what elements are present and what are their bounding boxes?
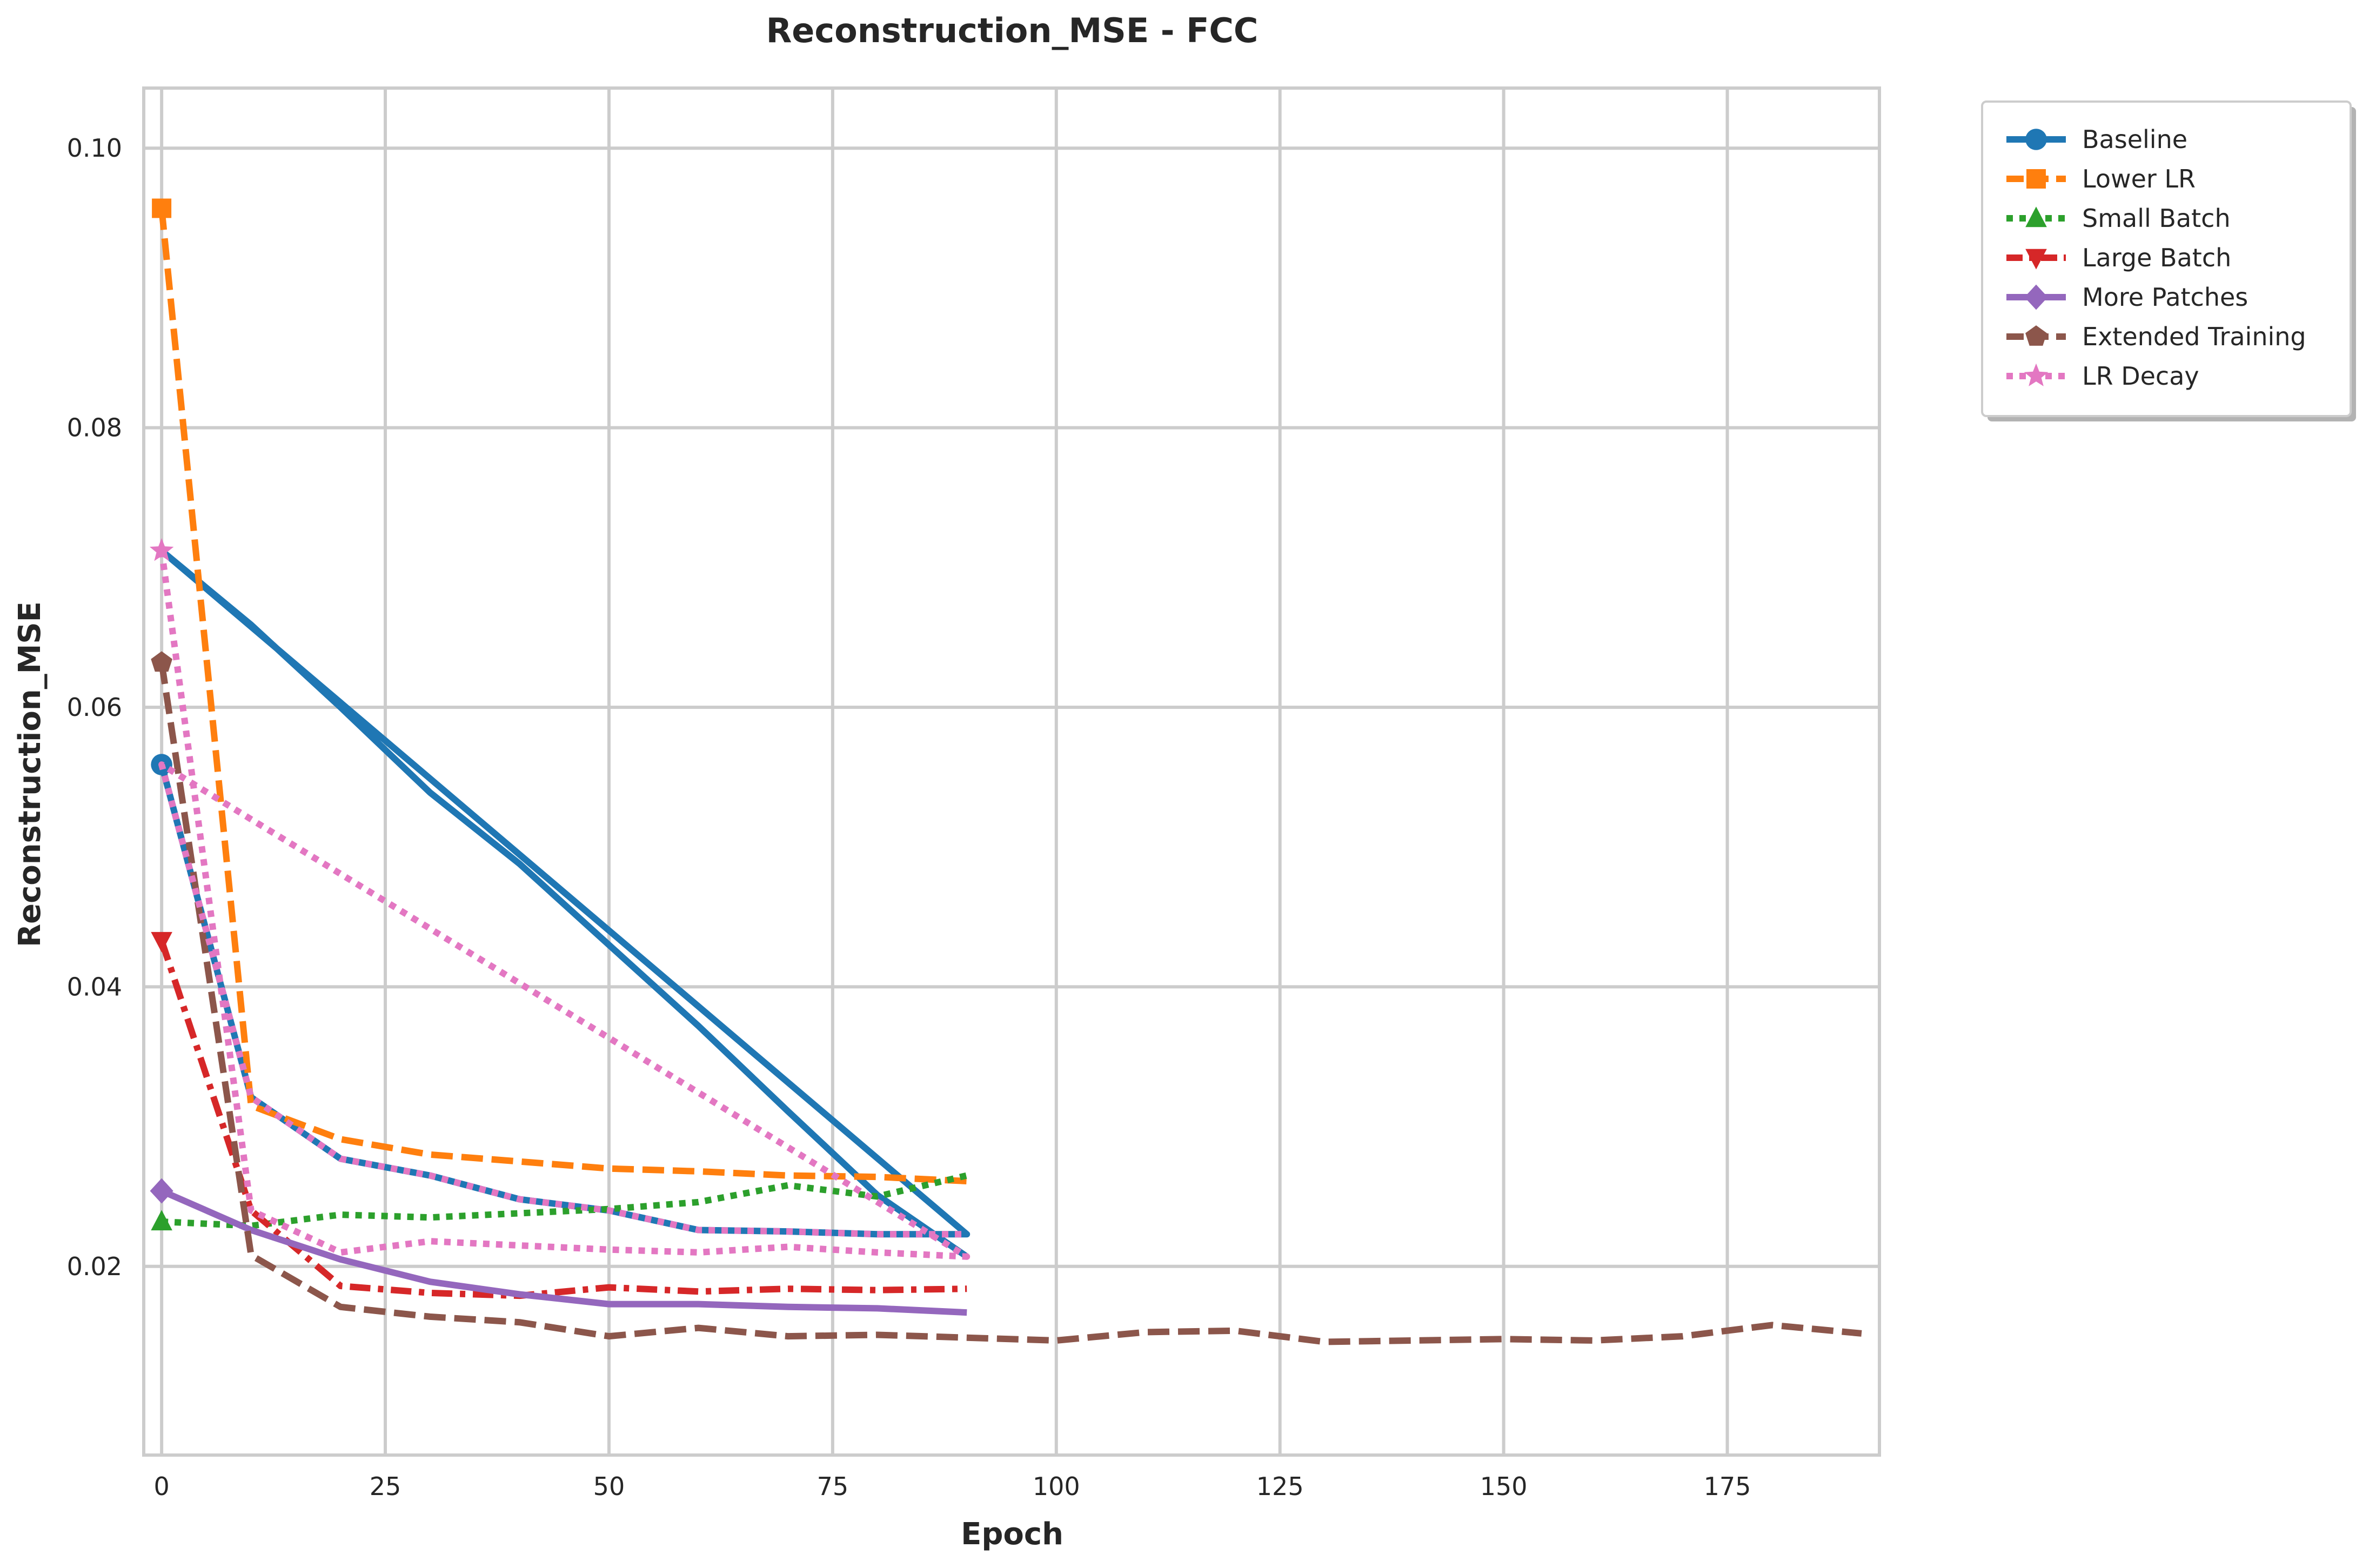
legend-box — [1981, 100, 2352, 417]
x-tick-label: 75 — [817, 1472, 849, 1501]
legend-label: More Patches — [2082, 283, 2248, 312]
legend-item-extended-training: Extended Training — [2006, 322, 2306, 351]
legend-marker — [2025, 325, 2047, 346]
legend-label: Lower LR — [2082, 164, 2196, 193]
grid — [144, 88, 1879, 1455]
y-tick-label: 0.04 — [67, 972, 122, 1001]
legend-item-baseline: Baseline — [2006, 125, 2187, 154]
series-small-batch — [151, 1172, 968, 1231]
legend-marker — [2024, 284, 2048, 310]
chart-title: Reconstruction_MSE - FCC — [766, 11, 1259, 50]
series-more-patches — [150, 1178, 967, 1316]
x-tick-label: 125 — [1256, 1472, 1304, 1501]
legend-item-more-patches: More Patches — [2006, 283, 2248, 312]
legend-item-lower-lr: Lower LR — [2006, 164, 2196, 193]
large-batch-line — [158, 940, 967, 1299]
legend-item-small-batch: Small Batch — [2006, 204, 2231, 233]
small-batch-marker — [151, 1210, 172, 1231]
x-tick-label: 50 — [593, 1472, 625, 1501]
legend-marker — [2025, 206, 2047, 227]
legend-label: Baseline — [2082, 125, 2187, 154]
x-tick-label: 100 — [1033, 1472, 1080, 1501]
legend-marker — [2025, 129, 2047, 150]
legend-label: Small Batch — [2082, 204, 2231, 233]
legend-item-lr-decay: LR Decay — [2006, 361, 2199, 391]
series-layer — [149, 198, 1862, 1345]
legend-item-large-batch: Large Batch — [2006, 243, 2231, 272]
x-axis-label: Epoch — [961, 1517, 1063, 1552]
legend-label: Extended Training — [2082, 322, 2306, 351]
more-patches-marker — [150, 1178, 173, 1204]
legend-label: Large Batch — [2082, 243, 2231, 272]
extended-training-marker — [151, 651, 172, 672]
y-tick-label: 0.08 — [67, 413, 122, 443]
tick-labels: 0 25 50 75 100 125 150 175 0.02 0.04 0.06 0.08 0.10 — [67, 133, 1751, 1501]
lr-decay-marker — [149, 538, 174, 561]
plot-frame — [142, 86, 1881, 1457]
legend-label: LR Decay — [2082, 361, 2199, 391]
x-tick-label: 0 — [153, 1472, 169, 1501]
x-tick-label: 175 — [1704, 1472, 1751, 1501]
y-axis-label: Reconstruction_MSE — [12, 601, 48, 947]
lower-lr-marker — [152, 198, 172, 218]
series-extended-training — [151, 651, 1862, 1345]
large-batch-marker — [151, 932, 172, 953]
series-lr-decay — [149, 538, 971, 1260]
legend: Baseline Lower LR Small Batch Large Batch Mo… — [1981, 100, 2356, 421]
x-tick-label: 25 — [370, 1472, 401, 1501]
x-tick-label: 150 — [1480, 1472, 1528, 1501]
y-tick-label: 0.02 — [67, 1252, 122, 1281]
legend-marker — [2026, 169, 2046, 189]
y-tick-label: 0.06 — [67, 693, 122, 722]
more-patches-line — [160, 1188, 967, 1316]
lr-decay-line — [158, 550, 971, 1260]
legend-marker — [2024, 363, 2049, 386]
small-batch-line — [161, 1172, 968, 1229]
y-tick-label: 0.10 — [67, 133, 122, 163]
extended-training-line — [158, 662, 1862, 1345]
legend-marker — [2025, 249, 2047, 270]
series-large-batch — [151, 932, 967, 1299]
